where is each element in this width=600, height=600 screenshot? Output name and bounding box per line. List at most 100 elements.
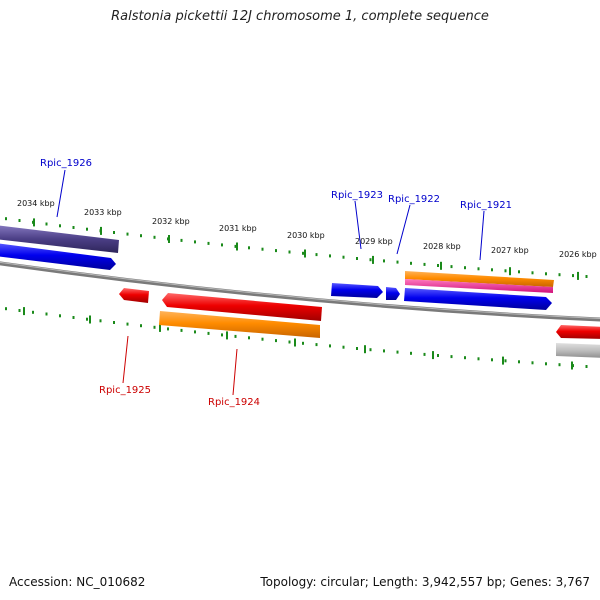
feature-rpic-1921-pink[interactable] (405, 279, 553, 293)
upper-scale-minor-tick (491, 268, 493, 272)
scale-ticks-upper (5, 217, 588, 280)
feature-rpic-1926-dark[interactable] (0, 225, 119, 253)
gene-label-rpic-1924[interactable]: Rpic_1924 (208, 397, 260, 408)
upper-scale-minor-tick (383, 259, 385, 263)
lower-scale-minor-tick (248, 336, 250, 340)
upper-scale-major-tick (304, 249, 306, 258)
feature-rpic-1924-orange[interactable] (159, 311, 320, 338)
lower-scale-minor-tick (396, 350, 399, 354)
scale-label-2033: 2033 kbp (84, 208, 122, 217)
scale-ticks-lower (5, 307, 588, 370)
upper-scale-major-tick (100, 226, 102, 235)
lower-scale-minor-tick (518, 360, 520, 364)
leader-rpic-1923 (354, 200, 362, 250)
lower-scale-minor-tick (288, 340, 291, 344)
upper-scale-major-tick (440, 261, 442, 270)
lower-scale-minor-tick (72, 316, 75, 319)
lower-scale-minor-tick (153, 325, 156, 329)
scale-label-2030: 2030 kbp (287, 231, 325, 240)
lower-scale-major-tick (502, 356, 504, 365)
upper-scale-minor-tick (531, 271, 534, 275)
scale-label-2031: 2031 kbp (219, 224, 257, 233)
upper-scale-minor-tick (504, 269, 507, 273)
upper-scale-minor-tick (464, 266, 466, 270)
lower-scale-minor-tick (585, 365, 588, 368)
gene-rpic-1923-arrow[interactable] (331, 283, 383, 298)
upper-scale-minor-tick (288, 250, 291, 254)
upper-scale-minor-tick (72, 226, 75, 229)
gene-label-rpic-1922[interactable]: Rpic_1922 (388, 194, 440, 205)
gene-rpic-1924-arrow[interactable] (162, 293, 322, 321)
lower-scale-minor-tick (18, 309, 21, 312)
lower-scale-major-tick (364, 345, 366, 354)
upper-scale-minor-tick (86, 227, 88, 231)
lower-scale-minor-tick (113, 321, 115, 324)
leader-rpic-1922 (396, 204, 411, 255)
upper-scale-minor-tick (18, 219, 21, 222)
gene-label-rpic-1923[interactable]: Rpic_1923 (331, 190, 383, 201)
scale-label-2029: 2029 kbp (355, 237, 393, 246)
upper-scale-minor-tick (261, 247, 264, 251)
lower-scale-minor-tick (477, 357, 480, 361)
lower-scale-minor-tick (531, 361, 534, 365)
leader-rpic-1924 (232, 348, 238, 396)
upper-scale-major-tick (577, 271, 579, 280)
lower-scale-major-tick (571, 361, 573, 370)
gene-label-rpic-1925[interactable]: Rpic_1925 (99, 385, 151, 396)
topology-summary-text: Topology: circular; Length: 3,942,557 bp… (260, 575, 590, 589)
upper-scale-minor-tick (423, 262, 426, 266)
upper-scale-major-tick (33, 218, 35, 227)
gene-label-rpic-1921[interactable]: Rpic_1921 (460, 200, 512, 211)
upper-scale-major-tick (509, 267, 511, 276)
gene-rpic-1920-arrow[interactable] (556, 325, 600, 339)
lower-scale-minor-tick (32, 310, 34, 314)
lower-scale-minor-tick (126, 322, 129, 326)
upper-scale-minor-tick (140, 234, 142, 238)
upper-scale-minor-tick (221, 243, 223, 247)
lower-scale-major-tick (23, 307, 25, 316)
lower-scale-minor-tick (410, 351, 412, 355)
lower-scale-minor-tick (261, 337, 264, 341)
upper-scale-minor-tick (585, 275, 588, 278)
lower-scale-major-tick (226, 331, 228, 340)
upper-scale-minor-tick (5, 217, 7, 221)
upper-scale-minor-tick (59, 224, 61, 228)
upper-scale-minor-tick (194, 240, 196, 244)
lower-scale-minor-tick (423, 352, 426, 356)
gene-rpic-1922-arrow[interactable] (386, 287, 400, 300)
upper-scale-minor-tick (45, 222, 48, 226)
upper-scale-minor-tick (153, 235, 156, 239)
lower-scale-minor-tick (356, 347, 358, 350)
gene-rpic-1921-arrow[interactable] (404, 288, 552, 310)
lower-scale-minor-tick (86, 317, 88, 321)
lower-scale-minor-tick (234, 334, 237, 338)
lower-scale-minor-tick (558, 363, 561, 367)
feature-rpic-1920-grey[interactable] (556, 343, 600, 358)
lower-scale-minor-tick (275, 339, 277, 343)
upper-scale-minor-tick (248, 246, 250, 250)
upper-scale-major-tick (168, 235, 170, 243)
scale-label-2034: 2034 kbp (17, 199, 55, 208)
upper-scale-major-tick (236, 242, 238, 251)
upper-scale-minor-tick (329, 254, 331, 258)
scale-label-2032: 2032 kbp (152, 217, 190, 226)
upper-scale-minor-tick (437, 264, 439, 267)
upper-scale-minor-tick (518, 270, 520, 274)
feature-rpic-1921-orange[interactable] (405, 271, 554, 287)
lower-scale-minor-tick (5, 307, 7, 311)
gene-rpic-1926-arrow[interactable] (0, 243, 116, 270)
upper-scale-major-tick (372, 255, 374, 264)
leader-rpic-1926 (56, 169, 66, 218)
lower-scale-minor-tick (369, 348, 372, 352)
gene-label-rpic-1926[interactable]: Rpic_1926 (40, 158, 92, 169)
lower-scale-major-tick (159, 323, 161, 332)
lower-scale-minor-tick (167, 327, 169, 331)
lower-scale-minor-tick (464, 356, 466, 360)
upper-scale-minor-tick (450, 265, 453, 269)
upper-scale-minor-tick (410, 261, 412, 265)
chromosome-backbone-highlight (0, 261, 600, 320)
gene-rpic-1925-arrow[interactable] (119, 288, 149, 303)
lower-scale-minor-tick (450, 355, 453, 359)
lower-scale-minor-tick (221, 333, 223, 337)
